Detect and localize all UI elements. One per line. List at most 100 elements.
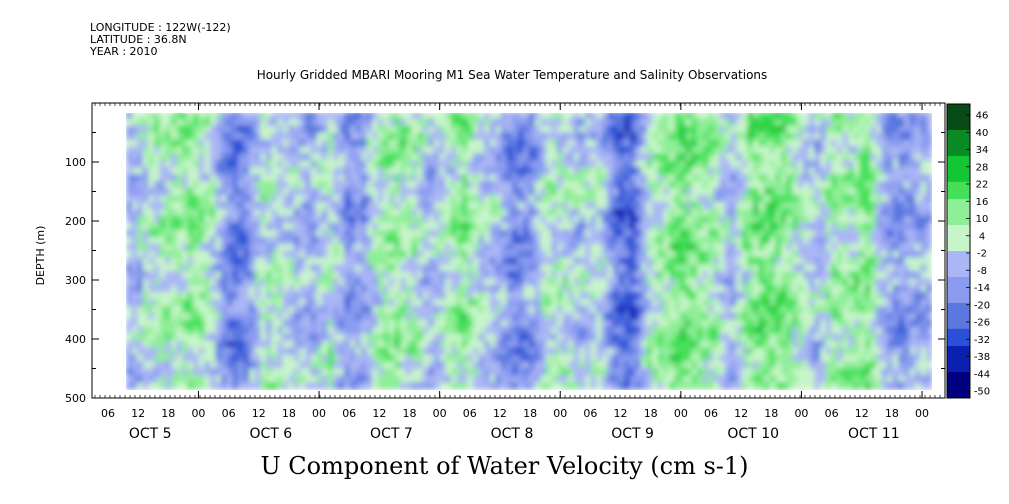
- heatmap-cell: [596, 375, 603, 383]
- heatmap-cell: [159, 215, 166, 224]
- heatmap-cell: [165, 153, 172, 161]
- heatmap-cell: [405, 319, 413, 328]
- heatmap-cell: [394, 243, 401, 252]
- heatmap-cell: [389, 347, 396, 356]
- heatmap-cell: [405, 153, 413, 161]
- heatmap-cell: [148, 118, 155, 127]
- heatmap-cell: [254, 243, 261, 252]
- heatmap-cell: [226, 208, 233, 217]
- heatmap-cell: [624, 181, 631, 189]
- heatmap-cell: [646, 368, 653, 376]
- heatmap-cell: [321, 257, 329, 265]
- heatmap-cell: [808, 125, 816, 134]
- heatmap-cell: [668, 361, 676, 369]
- heatmap-cell: [187, 257, 194, 265]
- heatmap-cells: [126, 113, 932, 390]
- heatmap-cell: [366, 354, 373, 363]
- heatmap-cell: [752, 271, 760, 279]
- heatmap-cell: [473, 139, 480, 148]
- heatmap-cell: [691, 257, 698, 265]
- heatmap-cell: [299, 236, 306, 245]
- heatmap-cell: [792, 153, 799, 161]
- heatmap-cell: [551, 375, 558, 383]
- heatmap-cell: [349, 229, 357, 238]
- heatmap-cell: [590, 181, 597, 189]
- heatmap-cell: [741, 340, 748, 349]
- heatmap-cell: [691, 139, 698, 148]
- heatmap-cell: [797, 181, 804, 189]
- heatmap-cell: [316, 201, 323, 210]
- heatmap-cell: [741, 361, 748, 369]
- heatmap-cell: [792, 264, 799, 272]
- heatmap-cell: [433, 160, 441, 168]
- heatmap-cell: [484, 305, 491, 314]
- heatmap-cell: [775, 118, 782, 127]
- heatmap-cell: [293, 153, 301, 161]
- heatmap-cell: [265, 236, 273, 245]
- heatmap-cell: [780, 174, 788, 182]
- heatmap-cell: [556, 347, 564, 356]
- heatmap-cell: [243, 113, 250, 120]
- heatmap-cell: [596, 174, 603, 182]
- heatmap-cell: [752, 201, 760, 210]
- heatmap-cell: [775, 132, 782, 141]
- heatmap-cell: [439, 257, 446, 265]
- heatmap-cell: [271, 174, 278, 182]
- heatmap-cell: [562, 333, 569, 342]
- heatmap-cell: [489, 174, 497, 182]
- heatmap-cell: [282, 319, 289, 328]
- heatmap-cell: [685, 243, 692, 252]
- heatmap-cell: [445, 257, 452, 265]
- heatmap-cell: [685, 264, 692, 272]
- heatmap-cell: [556, 125, 564, 134]
- heatmap-cell: [747, 132, 754, 141]
- heatmap-cell: [484, 340, 491, 349]
- heatmap-cell: [556, 271, 564, 279]
- heatmap-cell: [142, 319, 149, 328]
- heatmap-cell: [506, 250, 513, 259]
- heatmap-cell: [540, 361, 547, 369]
- heatmap-cell: [640, 292, 648, 300]
- heatmap-cell: [450, 201, 457, 210]
- heatmap-cell: [176, 160, 183, 168]
- heatmap-cell: [232, 201, 239, 210]
- heatmap-cell: [747, 195, 754, 203]
- heatmap-cell: [131, 333, 138, 342]
- heatmap-cell: [495, 375, 502, 383]
- heatmap-cell: [333, 292, 340, 300]
- heatmap-cell: [204, 118, 211, 127]
- heatmap-cell: [501, 195, 508, 203]
- heatmap-cell: [506, 222, 513, 231]
- heatmap-cell: [523, 333, 530, 342]
- heatmap-cell: [299, 333, 306, 342]
- heatmap-cell: [327, 243, 334, 252]
- heatmap-cell: [293, 167, 301, 175]
- heatmap-cell: [433, 243, 441, 252]
- heatmap-cell: [797, 319, 804, 328]
- heatmap-cell: [433, 250, 441, 259]
- heatmap-cell: [517, 368, 525, 376]
- heatmap-cell: [696, 333, 704, 342]
- heatmap-cell: [702, 174, 709, 182]
- heatmap-cell: [131, 326, 138, 335]
- heatmap-cell: [657, 278, 664, 286]
- heatmap-cell: [747, 264, 754, 272]
- heatmap-cell: [417, 160, 424, 168]
- heatmap-cell: [741, 368, 748, 376]
- heatmap-cell: [814, 257, 821, 265]
- heatmap-cell: [316, 257, 323, 265]
- heatmap-cell: [724, 333, 732, 342]
- heatmap-cell: [321, 215, 329, 224]
- heatmap-cell: [394, 368, 401, 376]
- heatmap-cell: [646, 375, 653, 383]
- heatmap-cell: [629, 125, 636, 134]
- heatmap-cell: [629, 215, 636, 224]
- heatmap-cell: [411, 243, 418, 252]
- heatmap-cell: [355, 167, 362, 175]
- heatmap-cell: [685, 368, 692, 376]
- heatmap-cell: [327, 113, 334, 120]
- heatmap-cell: [400, 188, 407, 196]
- heatmap-cell: [316, 299, 323, 307]
- heatmap-cell: [305, 250, 312, 259]
- heatmap-cell: [221, 299, 228, 307]
